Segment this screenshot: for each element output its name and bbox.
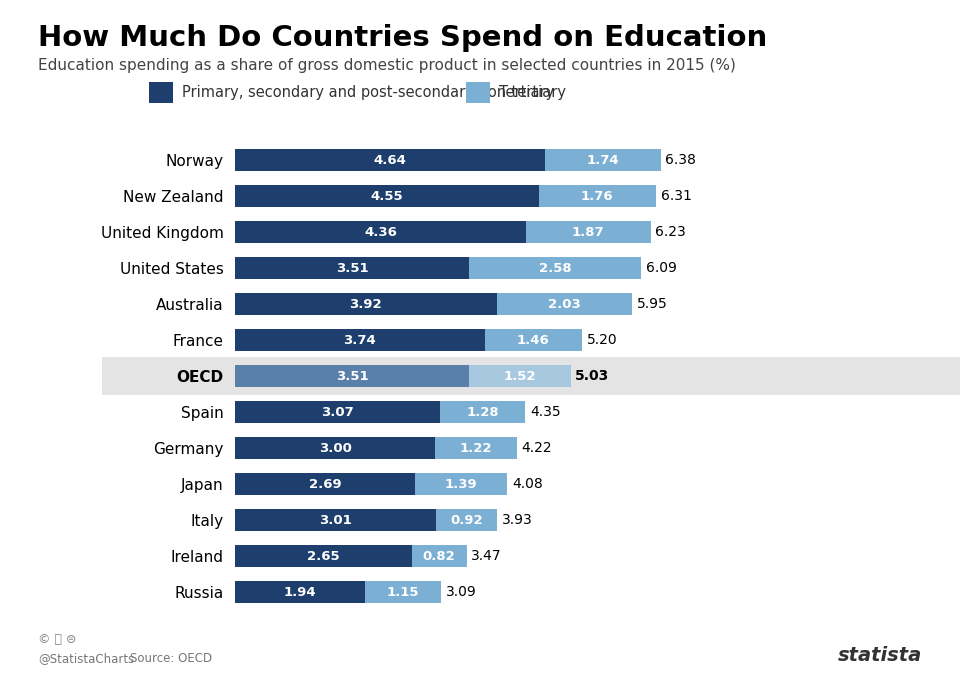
Text: 4.64: 4.64 xyxy=(373,154,406,167)
Text: 2.03: 2.03 xyxy=(548,298,581,311)
Text: Source: OECD: Source: OECD xyxy=(130,652,212,665)
Text: 6.23: 6.23 xyxy=(655,225,686,239)
Text: 1.76: 1.76 xyxy=(581,189,613,202)
Bar xyxy=(440,402,525,423)
Text: 1.52: 1.52 xyxy=(504,369,536,383)
Text: 1.46: 1.46 xyxy=(516,334,549,347)
Text: 6.09: 6.09 xyxy=(646,261,677,275)
Text: © ⓘ ⊜: © ⓘ ⊜ xyxy=(38,633,77,646)
Bar xyxy=(102,358,960,395)
Text: Education spending as a share of gross domestic product in selected countries in: Education spending as a share of gross d… xyxy=(38,58,736,73)
Bar xyxy=(485,330,582,351)
Text: 1.87: 1.87 xyxy=(572,226,605,239)
Text: 4.35: 4.35 xyxy=(530,405,561,419)
Text: 4.22: 4.22 xyxy=(521,441,552,455)
Text: Primary, secondary and post-secondary non-tertiary: Primary, secondary and post-secondary no… xyxy=(182,85,566,100)
Bar xyxy=(539,185,656,207)
Bar xyxy=(235,510,436,531)
Text: 3.47: 3.47 xyxy=(471,549,502,563)
Text: 1.39: 1.39 xyxy=(444,477,477,490)
Text: 0.82: 0.82 xyxy=(422,550,456,563)
Bar xyxy=(235,257,469,279)
Text: How Much Do Countries Spend on Education: How Much Do Countries Spend on Education xyxy=(38,24,768,52)
Text: 4.08: 4.08 xyxy=(512,477,542,491)
Bar xyxy=(412,545,467,567)
Text: Tertiary: Tertiary xyxy=(499,85,555,100)
Text: 5.95: 5.95 xyxy=(636,298,667,311)
Bar xyxy=(235,185,539,207)
Bar xyxy=(466,82,490,103)
Bar xyxy=(415,473,507,495)
Text: 3.74: 3.74 xyxy=(344,334,376,347)
Text: 2.65: 2.65 xyxy=(307,550,340,563)
Bar xyxy=(526,222,651,243)
Bar xyxy=(544,149,660,171)
Text: 3.00: 3.00 xyxy=(319,442,351,455)
Text: 6.38: 6.38 xyxy=(665,153,696,167)
Text: 0.92: 0.92 xyxy=(450,514,483,527)
Text: @StatistaCharts: @StatistaCharts xyxy=(38,652,134,665)
Text: 4.36: 4.36 xyxy=(364,226,397,239)
Text: 3.51: 3.51 xyxy=(336,262,369,275)
Text: 3.07: 3.07 xyxy=(322,406,354,419)
Bar xyxy=(469,365,570,387)
Text: 5.20: 5.20 xyxy=(587,333,617,347)
Bar xyxy=(235,330,485,351)
Text: 3.09: 3.09 xyxy=(445,586,476,599)
Text: 5.03: 5.03 xyxy=(575,369,610,383)
Text: 4.55: 4.55 xyxy=(371,189,403,202)
Bar xyxy=(235,437,435,459)
Text: 3.51: 3.51 xyxy=(336,369,369,383)
Bar xyxy=(469,257,641,279)
Text: 2.69: 2.69 xyxy=(308,477,341,490)
Text: 1.15: 1.15 xyxy=(387,586,420,598)
Bar xyxy=(235,293,496,315)
Text: 3.92: 3.92 xyxy=(349,298,382,311)
Bar xyxy=(365,581,442,603)
Text: 1.94: 1.94 xyxy=(283,586,316,598)
Text: 1.22: 1.22 xyxy=(460,442,492,455)
Bar xyxy=(235,222,526,243)
Text: 2.58: 2.58 xyxy=(539,262,571,275)
Bar xyxy=(235,149,544,171)
Text: 3.93: 3.93 xyxy=(502,513,533,527)
Bar xyxy=(235,402,440,423)
Bar xyxy=(235,545,412,567)
Text: 3.01: 3.01 xyxy=(319,514,352,527)
Bar xyxy=(436,510,497,531)
Bar xyxy=(235,365,469,387)
Bar xyxy=(235,473,415,495)
Text: 1.74: 1.74 xyxy=(587,154,619,167)
Bar xyxy=(435,437,516,459)
Bar xyxy=(149,82,173,103)
Bar xyxy=(235,581,365,603)
Text: 1.28: 1.28 xyxy=(467,406,499,419)
Bar xyxy=(496,293,632,315)
Text: statista: statista xyxy=(837,646,922,665)
Text: 6.31: 6.31 xyxy=(660,189,691,203)
